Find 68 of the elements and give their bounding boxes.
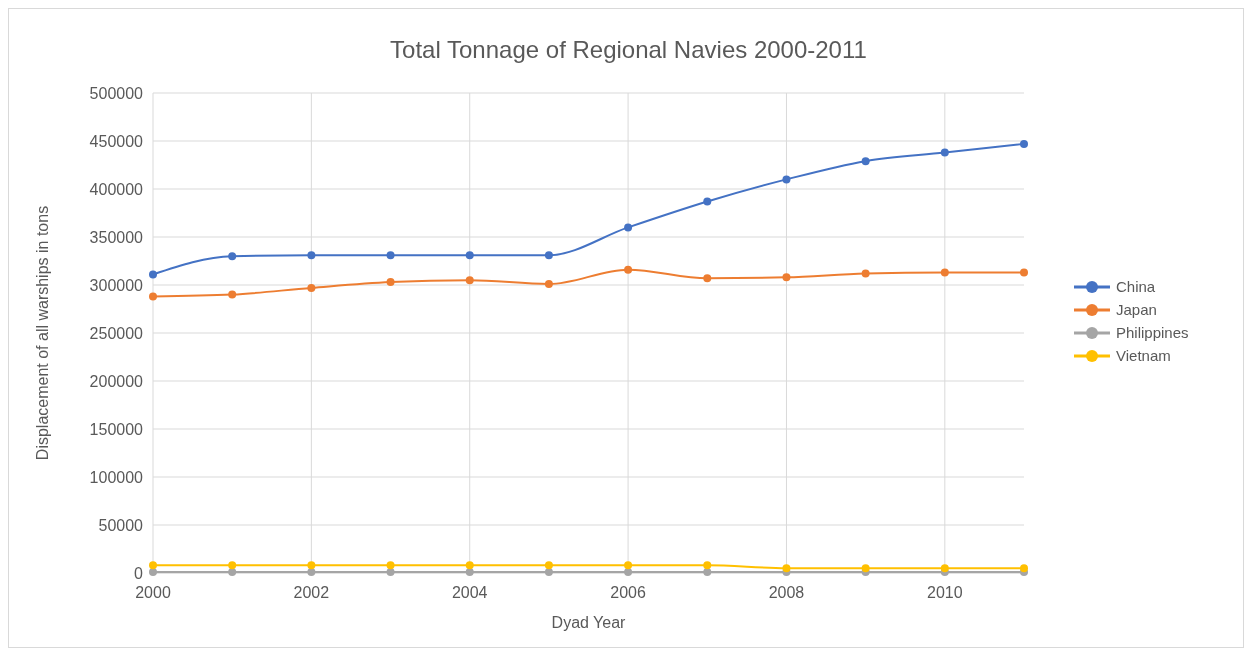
point	[703, 197, 712, 206]
y-tick-label: 150000	[89, 420, 144, 438]
point	[544, 561, 553, 570]
y-tick-label: 300000	[89, 276, 144, 294]
point	[703, 561, 712, 570]
point	[544, 568, 553, 577]
x-tick-label: 2002	[293, 584, 330, 601]
point	[386, 278, 395, 287]
legend-label: Vietnam	[1116, 347, 1171, 365]
point	[228, 290, 237, 299]
point	[782, 175, 791, 184]
y-tick-label: 0	[134, 564, 144, 582]
y-axis-title: Displacement of all warships in tons	[34, 205, 51, 461]
point	[465, 276, 474, 285]
chart-title: Total Tonnage of Regional Navies 2000-2011	[390, 36, 867, 63]
y-tick-label: 450000	[89, 132, 144, 150]
point	[1020, 564, 1028, 573]
point	[782, 564, 791, 573]
y-tick-label: 500000	[89, 84, 144, 102]
point	[782, 273, 791, 282]
y-tick-label: 200000	[89, 372, 144, 390]
point	[149, 561, 157, 570]
legend-label: China	[1116, 278, 1156, 296]
point	[307, 251, 316, 260]
point	[465, 568, 474, 577]
point	[149, 568, 157, 577]
point	[940, 148, 949, 157]
y-tick-label: 250000	[89, 324, 144, 342]
x-tick-label: 2000	[135, 584, 171, 601]
point	[386, 561, 395, 570]
point	[940, 268, 949, 277]
point	[624, 265, 633, 274]
legend-label: Philippines	[1116, 324, 1189, 342]
point	[228, 568, 237, 577]
point	[307, 568, 316, 577]
x-tick-label: 2004	[451, 584, 488, 601]
y-tick-label: 350000	[89, 228, 144, 246]
point	[307, 283, 316, 292]
point	[465, 561, 474, 570]
point	[703, 568, 712, 577]
point	[149, 292, 157, 301]
x-axis-title: Dyad Year	[551, 614, 627, 631]
point	[624, 561, 633, 570]
point	[624, 568, 633, 577]
x-tick-label: 2006	[610, 584, 646, 601]
point	[228, 561, 237, 570]
point	[386, 568, 395, 577]
point	[940, 564, 949, 573]
point	[307, 561, 316, 570]
point	[544, 280, 553, 289]
point	[861, 157, 870, 166]
x-tick-label: 2008	[768, 584, 805, 601]
y-tick-label: 50000	[98, 516, 144, 534]
point	[1020, 139, 1028, 148]
point	[149, 270, 157, 279]
point	[861, 564, 870, 573]
point	[386, 251, 395, 260]
y-tick-label: 400000	[89, 180, 144, 198]
x-tick-label: 2010	[927, 584, 963, 601]
y-tick-label: 100000	[89, 468, 144, 486]
point	[1020, 268, 1028, 277]
point	[544, 251, 553, 260]
legend-label: Japan	[1116, 301, 1157, 319]
point	[465, 251, 474, 260]
point	[861, 269, 870, 278]
point	[624, 223, 633, 232]
point	[703, 274, 712, 283]
point	[228, 252, 237, 261]
